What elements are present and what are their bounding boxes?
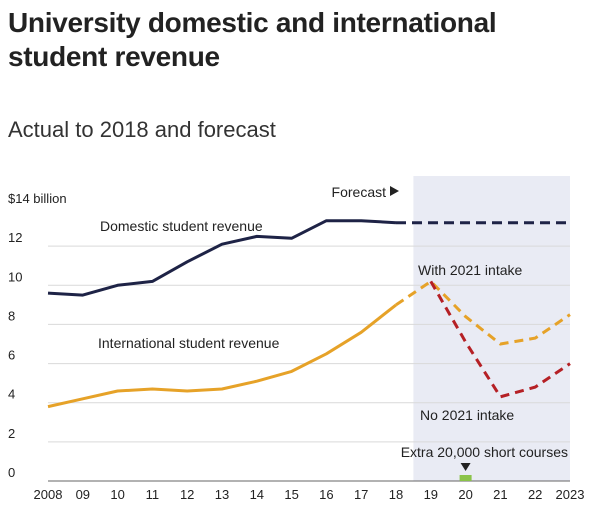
y-tick-label-8: 8 xyxy=(8,308,15,323)
annotation-marker-icon xyxy=(460,463,471,471)
y-tick-label-10: 10 xyxy=(8,269,22,284)
y-tick-label-2: 2 xyxy=(8,426,15,441)
short-courses-bar xyxy=(459,475,472,481)
series-line-with-2021-intake xyxy=(395,279,571,346)
x-tick-label-10: 10 xyxy=(110,487,124,502)
x-tick-label-2023: 2023 xyxy=(556,487,585,502)
forecast-region xyxy=(413,176,570,481)
x-tick-label-12: 12 xyxy=(180,487,194,502)
x-tick-label-18: 18 xyxy=(389,487,403,502)
series-line-domestic-actual xyxy=(47,219,397,297)
x-tick-label-2008: 2008 xyxy=(34,487,63,502)
x-tick-label-09: 09 xyxy=(76,487,90,502)
x-tick-label-14: 14 xyxy=(250,487,264,502)
y-unit-label: $14 billion xyxy=(8,191,67,206)
x-tick-label-19: 19 xyxy=(424,487,438,502)
chart-title: University domestic and international st… xyxy=(8,7,497,72)
series-line-international-actual xyxy=(47,303,397,409)
forecast-label: Forecast xyxy=(332,184,387,200)
x-tick-label-20: 20 xyxy=(458,487,472,502)
x-tick-label-13: 13 xyxy=(215,487,229,502)
series-label-domestic: Domestic student revenue xyxy=(100,218,263,234)
x-tick-label-17: 17 xyxy=(354,487,368,502)
chart-subtitle: Actual to 2018 and forecast xyxy=(8,117,276,142)
y-tick-label-6: 6 xyxy=(8,348,15,363)
series-label-with-2021-intake: With 2021 intake xyxy=(418,262,522,278)
x-tick-label-21: 21 xyxy=(493,487,507,502)
y-tick-label-0: 0 xyxy=(8,465,15,480)
y-tick-label-12: 12 xyxy=(8,230,22,245)
x-tick-label-22: 22 xyxy=(528,487,542,502)
x-tick-label-15: 15 xyxy=(284,487,298,502)
y-tick-label-4: 4 xyxy=(8,387,15,402)
series-label-international: International student revenue xyxy=(98,335,280,351)
x-tick-label-16: 16 xyxy=(319,487,333,502)
forecast-arrow-icon xyxy=(390,186,399,196)
annotation-short-courses: Extra 20,000 short courses xyxy=(401,444,568,460)
x-tick-label-11: 11 xyxy=(146,487,160,502)
series-label-no-2021-intake: No 2021 intake xyxy=(420,407,514,423)
series-line-no-2021-intake xyxy=(429,280,571,399)
